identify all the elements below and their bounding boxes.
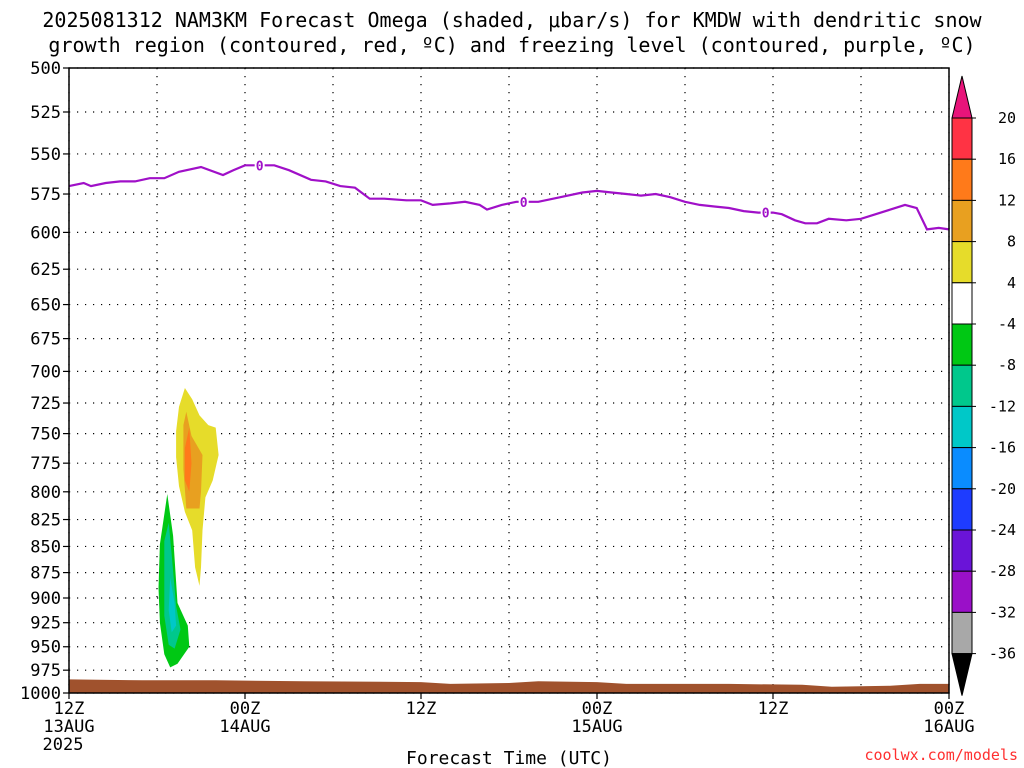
plot-frame xyxy=(68,67,950,694)
y-tick-label: 975 xyxy=(30,661,61,681)
y-axis-ticks: 500 525 550 575 600 625 650 675 700 725 750 775 800 8… xyxy=(20,59,69,704)
x-tick-label: 12Z xyxy=(758,699,789,719)
y-tick-label: 700 xyxy=(30,362,61,382)
contour-label-bg xyxy=(760,205,771,220)
y-tick-label: 525 xyxy=(30,103,61,123)
y-tick-label: 550 xyxy=(30,145,61,165)
contour-label-bg xyxy=(254,158,265,173)
x-tick-label: 2025 xyxy=(43,735,84,755)
x-tick-label: 14AUG xyxy=(219,717,270,737)
y-tick-label: 925 xyxy=(30,614,61,634)
y-tick-label: 950 xyxy=(30,638,61,658)
colorbar-segment xyxy=(951,488,973,531)
freezing-level-line xyxy=(68,164,950,231)
x-tick-label: 12Z xyxy=(54,699,85,719)
terrain-fill xyxy=(69,679,949,693)
freezing-level-label: 0 xyxy=(762,207,770,222)
credit-text: coolwx.com/models xyxy=(864,746,1018,764)
contour-label-bg xyxy=(518,194,529,209)
x-tick-label: 16AUG xyxy=(923,717,974,737)
omega-shading xyxy=(158,388,219,668)
colorbar: 20 16 12 8 4 -4 -8 -12 -16 -20 -24 -28 -32 -36 xyxy=(951,75,1016,696)
freezing-level-label: 0 xyxy=(520,196,528,211)
colorbar-label: -24 xyxy=(989,521,1016,539)
omega-region xyxy=(184,427,192,492)
x-tick-label: 13AUG xyxy=(43,717,94,737)
colorbar-segment xyxy=(951,282,973,325)
colorbar-segment xyxy=(951,447,973,490)
colorbar-label: -28 xyxy=(989,562,1016,580)
colorbar-top-arrow xyxy=(951,75,973,119)
y-tick-label: 825 xyxy=(30,511,61,531)
freezing-level-contour: 0 0 0 xyxy=(68,158,950,231)
colorbar-segment xyxy=(951,241,973,284)
x-tick-label: 12Z xyxy=(406,699,437,719)
colorbar-label: -36 xyxy=(989,645,1016,663)
y-tick-label: 900 xyxy=(30,589,61,609)
x-tick-label: 00Z xyxy=(934,699,965,719)
colorbar-label: 20 xyxy=(998,109,1016,127)
colorbar-label: -16 xyxy=(989,439,1016,457)
omega-region xyxy=(164,522,181,649)
y-tick-label: 725 xyxy=(30,394,61,414)
colorbar-segment xyxy=(951,364,973,407)
y-tick-label: 850 xyxy=(30,537,61,557)
y-tick-label: 500 xyxy=(30,59,61,79)
colorbar-segment xyxy=(951,611,973,655)
y-tick-label: 875 xyxy=(30,564,61,584)
colorbar-segment xyxy=(951,570,973,613)
colorbar-label: 4 xyxy=(1007,274,1016,292)
y-tick-label: 625 xyxy=(30,260,61,280)
colorbar-bottom-arrow xyxy=(951,653,973,696)
colorbar-segment xyxy=(951,199,973,243)
colorbar-label: -8 xyxy=(998,356,1016,374)
x-tick-label: 00Z xyxy=(230,699,261,719)
y-tick-label: 575 xyxy=(30,185,61,205)
colorbar-label: -20 xyxy=(989,480,1016,498)
colorbar-label: 16 xyxy=(998,150,1016,168)
y-tick-label: 600 xyxy=(30,223,61,243)
colorbar-label: -12 xyxy=(989,397,1016,415)
x-tick-label: 15AUG xyxy=(571,717,622,737)
x-axis-label: Forecast Time (UTC) xyxy=(406,748,612,768)
colorbar-segment xyxy=(951,405,973,449)
chart-title-line1: 2025081312 NAM3KM Forecast Omega (shaded… xyxy=(42,8,982,32)
y-tick-label: 650 xyxy=(30,296,61,316)
y-tick-label: 1000 xyxy=(20,684,61,704)
colorbar-label: 12 xyxy=(998,191,1016,209)
y-tick-label: 750 xyxy=(30,425,61,445)
y-tick-label: 800 xyxy=(30,483,61,503)
grid xyxy=(68,67,950,694)
chart-title-line2: growth region (contoured, red, ºC) and f… xyxy=(48,33,975,57)
omega-region xyxy=(168,577,177,633)
colorbar-segment xyxy=(951,158,973,201)
colorbar-segment xyxy=(951,117,973,160)
colorbar-label: 8 xyxy=(1007,233,1016,251)
colorbar-label: -32 xyxy=(989,603,1016,621)
colorbar-label: -4 xyxy=(998,315,1016,333)
y-tick-label: 775 xyxy=(30,454,61,474)
freezing-level-label: 0 xyxy=(256,159,264,174)
terrain-area xyxy=(69,679,949,693)
colorbar-segment xyxy=(951,323,973,366)
x-tick-label: 00Z xyxy=(582,699,613,719)
colorbar-segment xyxy=(951,529,973,572)
y-tick-label: 675 xyxy=(30,330,61,350)
